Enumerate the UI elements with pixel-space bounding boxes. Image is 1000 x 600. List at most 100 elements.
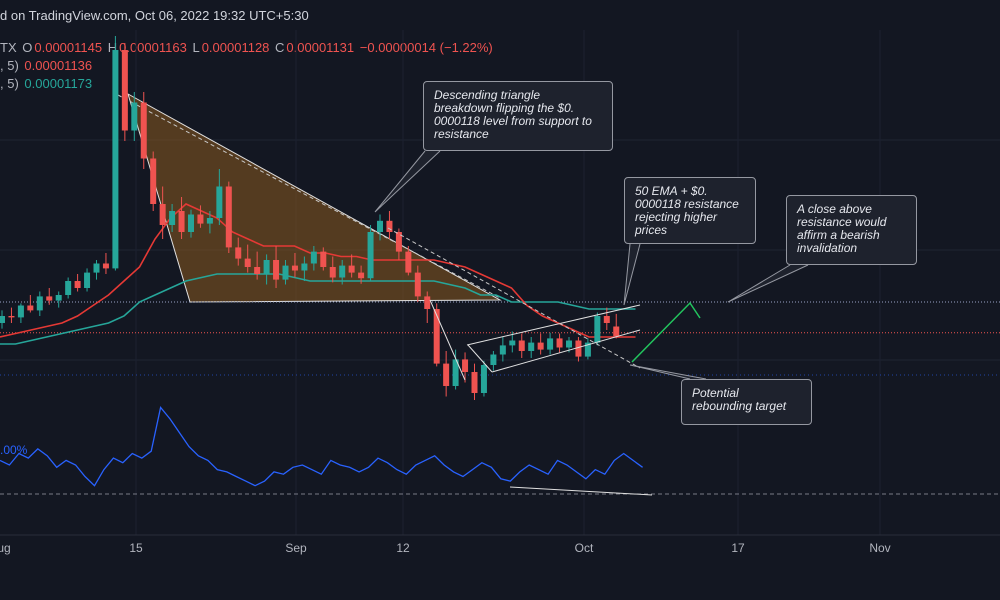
candle-body bbox=[443, 363, 450, 386]
candle-body bbox=[594, 316, 601, 343]
x-tick-0: ug bbox=[0, 541, 11, 555]
x-tick-3: 12 bbox=[396, 541, 410, 555]
target-callout-pointer bbox=[629, 364, 707, 380]
candle-body bbox=[405, 251, 412, 273]
low-label: L bbox=[192, 40, 200, 55]
ema-fast-value: 0.00001136 bbox=[24, 58, 93, 73]
descending-triangle bbox=[127, 92, 502, 303]
candle-body bbox=[358, 272, 365, 279]
rsi-label: .00% bbox=[0, 443, 28, 457]
candle-body bbox=[254, 267, 261, 274]
candle-body bbox=[188, 214, 194, 232]
open-value: 0.00001145 bbox=[34, 40, 103, 55]
candle-body bbox=[537, 342, 544, 350]
candle-body bbox=[121, 50, 128, 131]
published-line: d on TradingView.com, Oct 06, 2022 19:32… bbox=[0, 8, 311, 23]
candle-body bbox=[291, 265, 298, 271]
rsi-line bbox=[0, 406, 643, 487]
candle-body bbox=[27, 305, 34, 311]
candle-body bbox=[36, 296, 43, 311]
triangle-dashed-line bbox=[117, 94, 501, 299]
candle-body bbox=[178, 211, 185, 232]
candle-body bbox=[65, 281, 72, 295]
candle-body bbox=[301, 263, 308, 271]
candle-body bbox=[84, 272, 91, 288]
candle-body bbox=[225, 186, 232, 248]
candle-body bbox=[490, 354, 497, 365]
candle-body bbox=[471, 372, 478, 393]
candle-body bbox=[386, 220, 393, 232]
close-label: C bbox=[275, 40, 285, 55]
close-value: 0.00001131 bbox=[286, 40, 355, 55]
breakdown-dashed-line bbox=[387, 227, 641, 369]
candle-body bbox=[93, 263, 100, 273]
x-tick-1: 15 bbox=[129, 541, 143, 555]
candle-body bbox=[282, 265, 289, 280]
candle-body bbox=[566, 340, 572, 348]
candle-body bbox=[377, 220, 383, 232]
candle-body bbox=[452, 359, 459, 386]
candle-body bbox=[206, 218, 213, 224]
annotation-triangle: Descending triangle breakdown flipping t… bbox=[423, 81, 613, 151]
rsi-divergence-line bbox=[509, 486, 653, 496]
ema-fast-label: , 5) bbox=[0, 58, 19, 73]
candle-body bbox=[613, 326, 620, 337]
ema-slow-label: , 5) bbox=[0, 76, 19, 91]
candle-body bbox=[499, 345, 506, 355]
ohlc-legend: TX O 0.00001145 H 0.00001163 L 0.00001128 C… bbox=[0, 40, 495, 55]
candle-body bbox=[169, 211, 176, 225]
candle-body bbox=[0, 316, 5, 323]
candle-body bbox=[480, 365, 487, 393]
candle-body bbox=[518, 340, 525, 351]
candle-body bbox=[603, 316, 610, 323]
annotation-ema: 50 EMA + $0. 0000118 resistance rejectin… bbox=[624, 177, 756, 244]
low-value: 0.00001128 bbox=[201, 40, 270, 55]
candle-body bbox=[263, 260, 270, 274]
candle-body bbox=[140, 102, 147, 159]
ema-callout-pointer bbox=[623, 243, 641, 306]
candle-body bbox=[216, 186, 223, 218]
candle-body bbox=[348, 265, 355, 273]
candle-body bbox=[112, 50, 119, 269]
x-tick-5: 17 bbox=[731, 541, 745, 555]
candle-body bbox=[339, 265, 346, 278]
ema-fast-legend: , 5) 0.00001136 bbox=[0, 58, 94, 73]
annotation-close-above: A close above resistance would affirm a … bbox=[786, 195, 917, 265]
candle-body bbox=[556, 338, 563, 348]
breakdown-arrow-line bbox=[429, 299, 466, 381]
candle-body bbox=[509, 340, 516, 346]
wedge-lower-line bbox=[491, 329, 641, 373]
candle-body bbox=[424, 296, 431, 309]
rebound-arrow bbox=[631, 301, 701, 363]
candle-body bbox=[320, 251, 327, 267]
ema-slow-legend: , 5) 0.00001173 bbox=[0, 76, 94, 91]
open-label: O bbox=[22, 40, 33, 55]
candle-body bbox=[46, 296, 53, 301]
candle-body bbox=[433, 309, 440, 364]
candle-body bbox=[414, 272, 421, 297]
candle-body bbox=[74, 281, 81, 288]
candle-body bbox=[235, 247, 242, 259]
candle-body bbox=[159, 204, 166, 225]
annotation-target: Potential rebounding target bbox=[681, 379, 812, 425]
x-tick-6: Nov bbox=[869, 541, 891, 555]
candle-body bbox=[462, 359, 469, 372]
x-tick-4: Oct bbox=[574, 541, 594, 555]
candle-body bbox=[547, 338, 554, 350]
ema-slow-line bbox=[0, 273, 636, 345]
symbol-text: TX bbox=[0, 40, 17, 55]
candle-body bbox=[55, 295, 62, 301]
candle-body bbox=[273, 260, 280, 280]
candle-body bbox=[584, 342, 591, 357]
high-label: H bbox=[107, 40, 118, 55]
candle-body bbox=[244, 258, 251, 267]
candle-body bbox=[395, 232, 402, 252]
triangle-callout-pointer bbox=[374, 150, 441, 213]
published-text: d on TradingView.com, Oct 06, 2022 19:32… bbox=[0, 8, 309, 23]
candle-body bbox=[575, 340, 582, 357]
wedge-upper-line bbox=[466, 304, 641, 346]
candle-body bbox=[8, 316, 15, 318]
candle-body bbox=[102, 263, 109, 269]
wedge-left-line bbox=[467, 344, 493, 373]
